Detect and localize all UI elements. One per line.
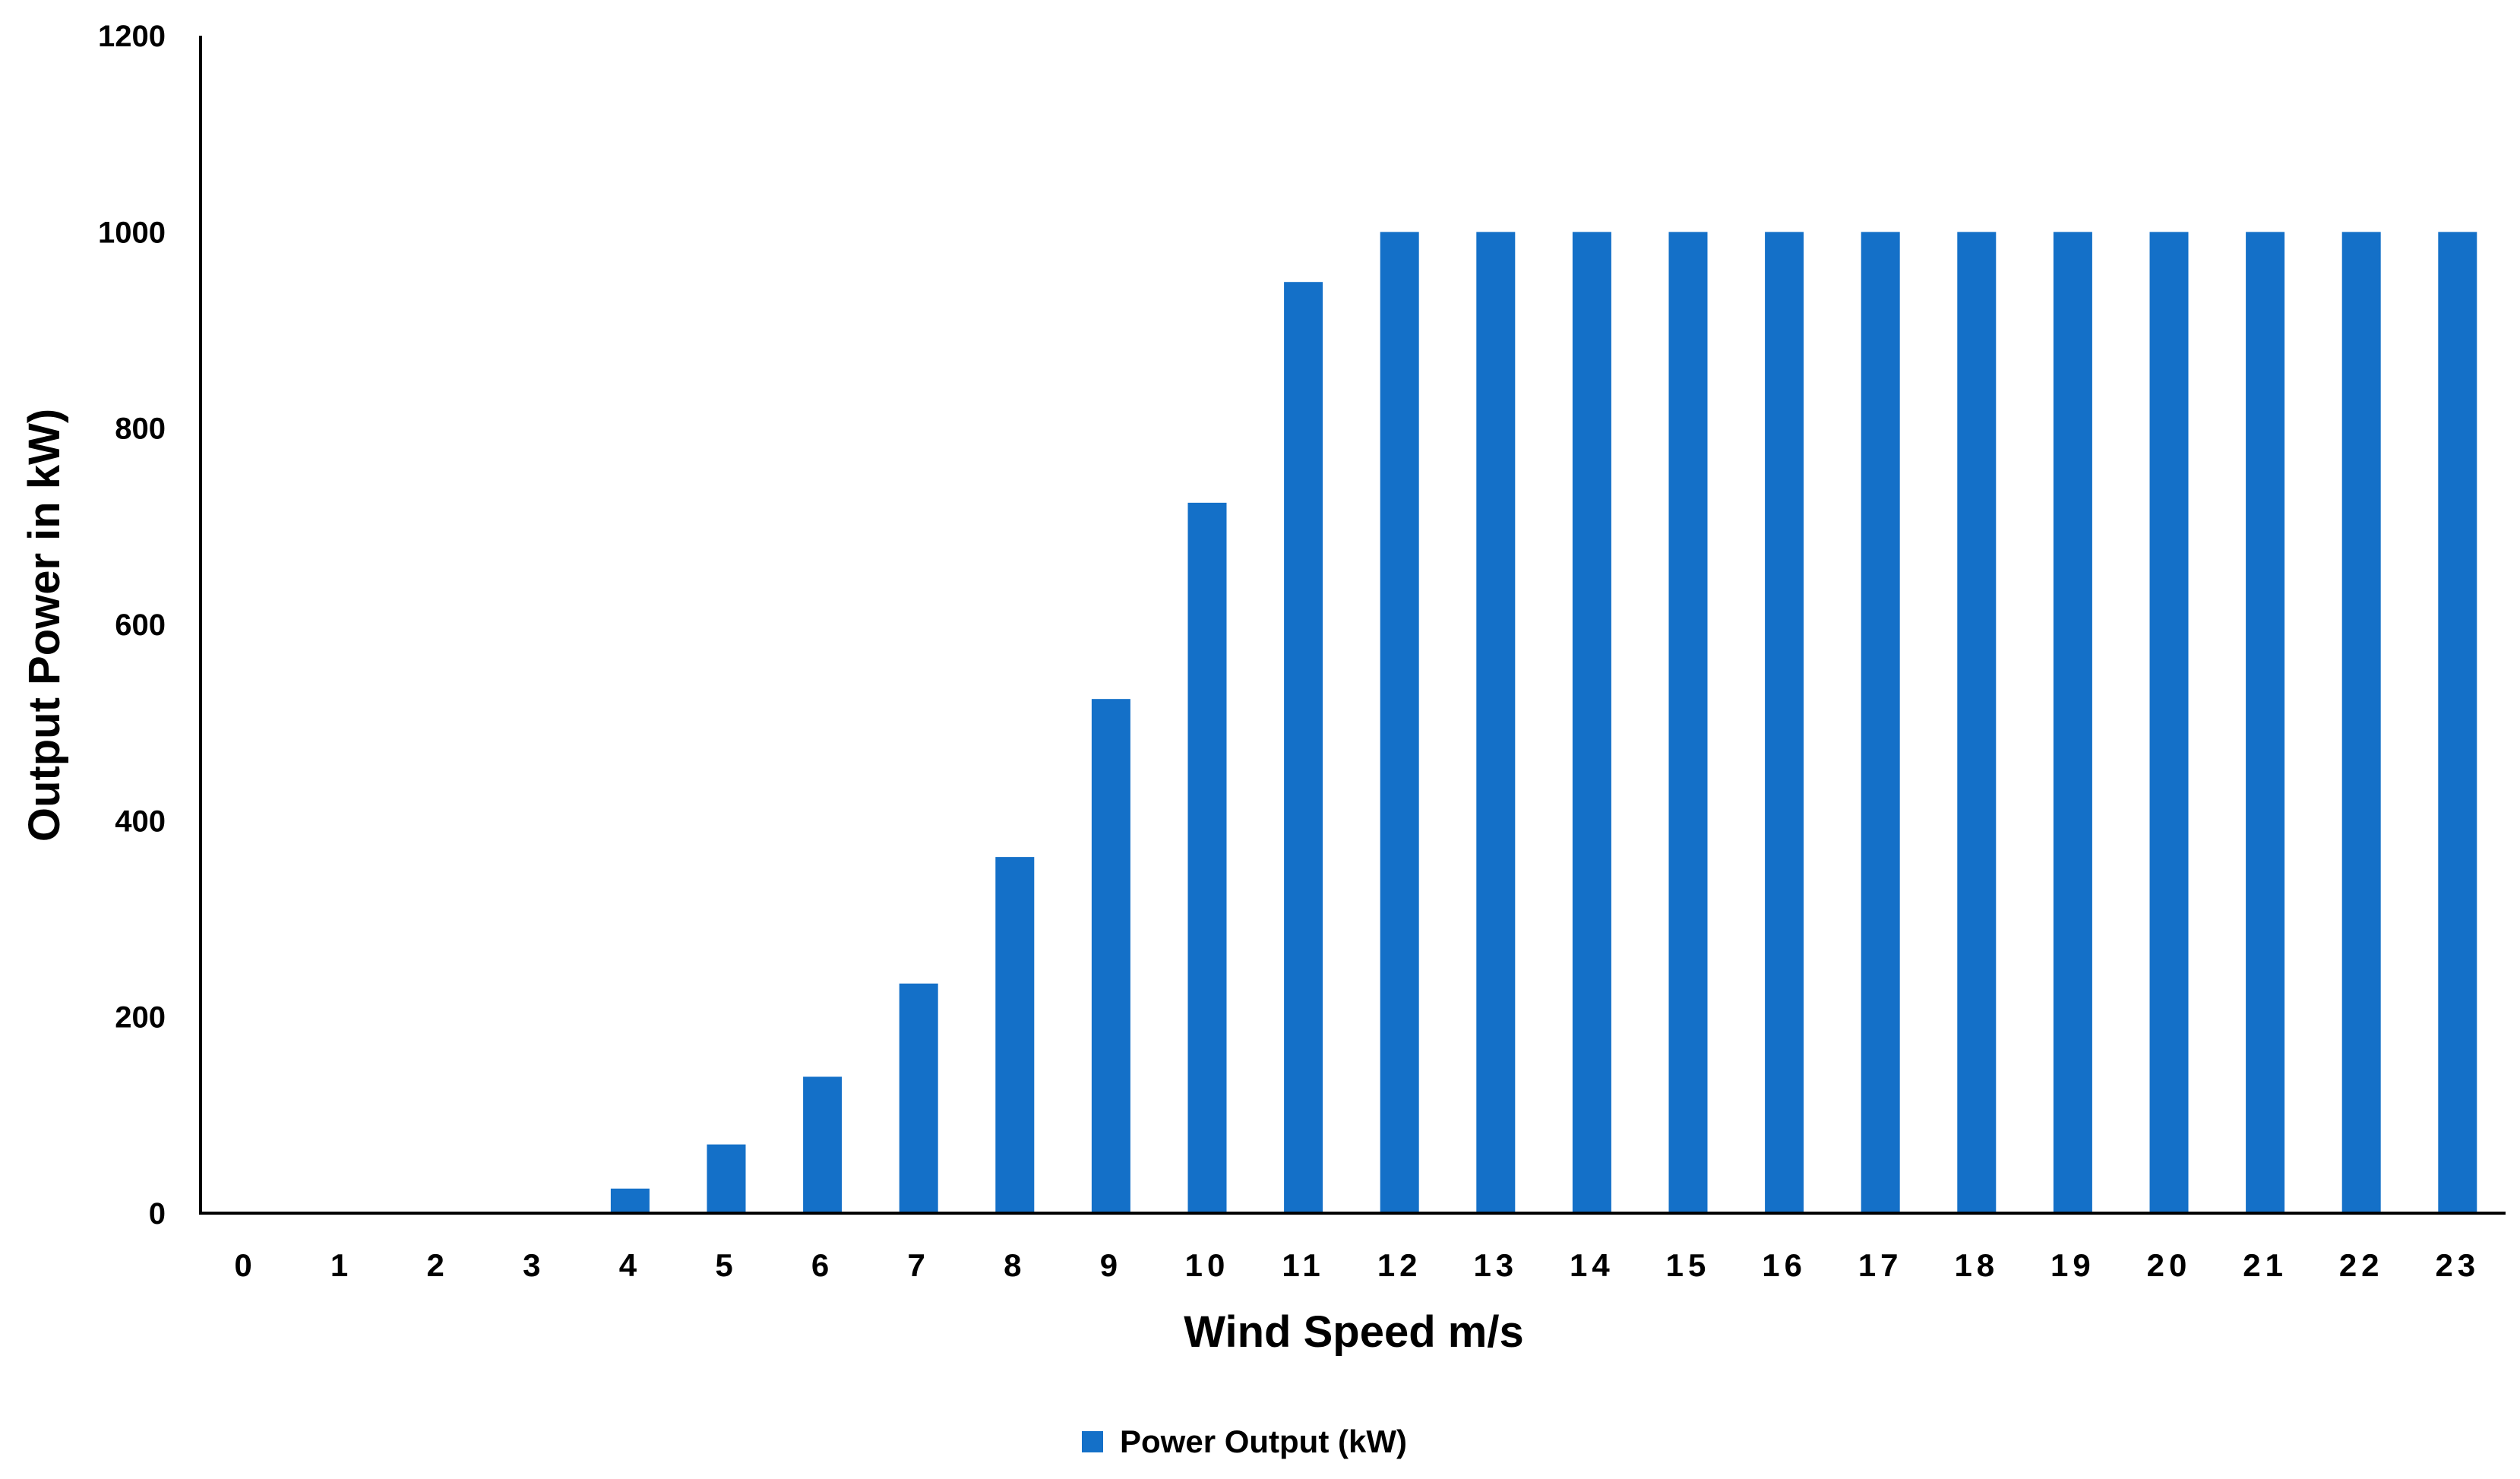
y-tick-label: 0 (149, 1197, 166, 1231)
x-tick-label: 14 (1570, 1247, 1614, 1283)
y-tick-label: 1200 (98, 20, 166, 53)
x-tick-label: 15 (1666, 1247, 1711, 1283)
bar-5 (707, 1144, 746, 1213)
legend-swatch (1082, 1431, 1103, 1452)
x-tick-label: 13 (1473, 1247, 1518, 1283)
legend: Power Output (kW) (1082, 1424, 1407, 1459)
y-tick-labels: 0 200 400 600 800 1000 1200 (98, 20, 166, 1231)
x-tick-label: 21 (2243, 1247, 2288, 1283)
x-tick-label: 23 (2435, 1247, 2480, 1283)
x-tick-label: 4 (619, 1247, 641, 1283)
x-tick-label: 3 (523, 1247, 545, 1283)
bar-8 (995, 857, 1035, 1213)
bar-14 (1572, 232, 1611, 1213)
bar-15 (1668, 232, 1708, 1213)
x-tick-label: 6 (811, 1247, 833, 1283)
bar-22 (2341, 232, 2381, 1213)
bar-4 (610, 1188, 650, 1213)
x-tick-label: 7 (908, 1247, 930, 1283)
bar-6 (803, 1076, 843, 1213)
bar-21 (2246, 232, 2285, 1213)
x-axis-title: Wind Speed m/s (1184, 1307, 1523, 1357)
x-tick-labels: 0 1 2 3 4 5 6 7 8 9 10 11 12 13 14 15 16 17 18 19 20 21 22 23 (234, 1247, 2480, 1283)
x-tick-label: 2 (427, 1247, 449, 1283)
y-tick-label: 600 (115, 608, 166, 642)
x-tick-label: 1 (330, 1247, 353, 1283)
x-tick-label: 19 (2050, 1247, 2095, 1283)
x-tick-label: 16 (1762, 1247, 1807, 1283)
bar-11 (1284, 282, 1323, 1213)
x-tick-label: 12 (1377, 1247, 1422, 1283)
y-tick-label: 800 (115, 412, 166, 446)
y-tick-label: 200 (115, 1001, 166, 1035)
x-tick-label: 22 (2339, 1247, 2384, 1283)
x-tick-label: 17 (1858, 1247, 1903, 1283)
y-axis-title: Output Power in kW) (20, 409, 69, 842)
bar-16 (1765, 232, 1804, 1213)
bar-13 (1476, 232, 1516, 1213)
legend-label: Power Output (kW) (1120, 1424, 1407, 1459)
x-tick-label: 10 (1185, 1247, 1230, 1283)
x-tick-label: 20 (2147, 1247, 2192, 1283)
bar-17 (1861, 232, 1900, 1213)
x-tick-label: 5 (715, 1247, 737, 1283)
y-tick-label: 1000 (98, 216, 166, 249)
x-tick-label: 11 (1282, 1247, 1324, 1283)
bar-23 (2438, 232, 2477, 1213)
x-tick-label: 0 (234, 1247, 256, 1283)
bar-20 (2149, 232, 2189, 1213)
bars (610, 232, 2477, 1213)
bar-19 (2053, 232, 2092, 1213)
bar-7 (899, 983, 938, 1213)
bar-10 (1187, 502, 1227, 1213)
bar-12 (1380, 232, 1419, 1213)
y-tick-label: 400 (115, 804, 166, 838)
x-tick-label: 8 (1004, 1247, 1026, 1283)
bar-18 (1957, 232, 1997, 1213)
x-tick-label: 18 (1954, 1247, 1999, 1283)
bar-9 (1091, 699, 1130, 1213)
x-tick-label: 9 (1100, 1247, 1122, 1283)
